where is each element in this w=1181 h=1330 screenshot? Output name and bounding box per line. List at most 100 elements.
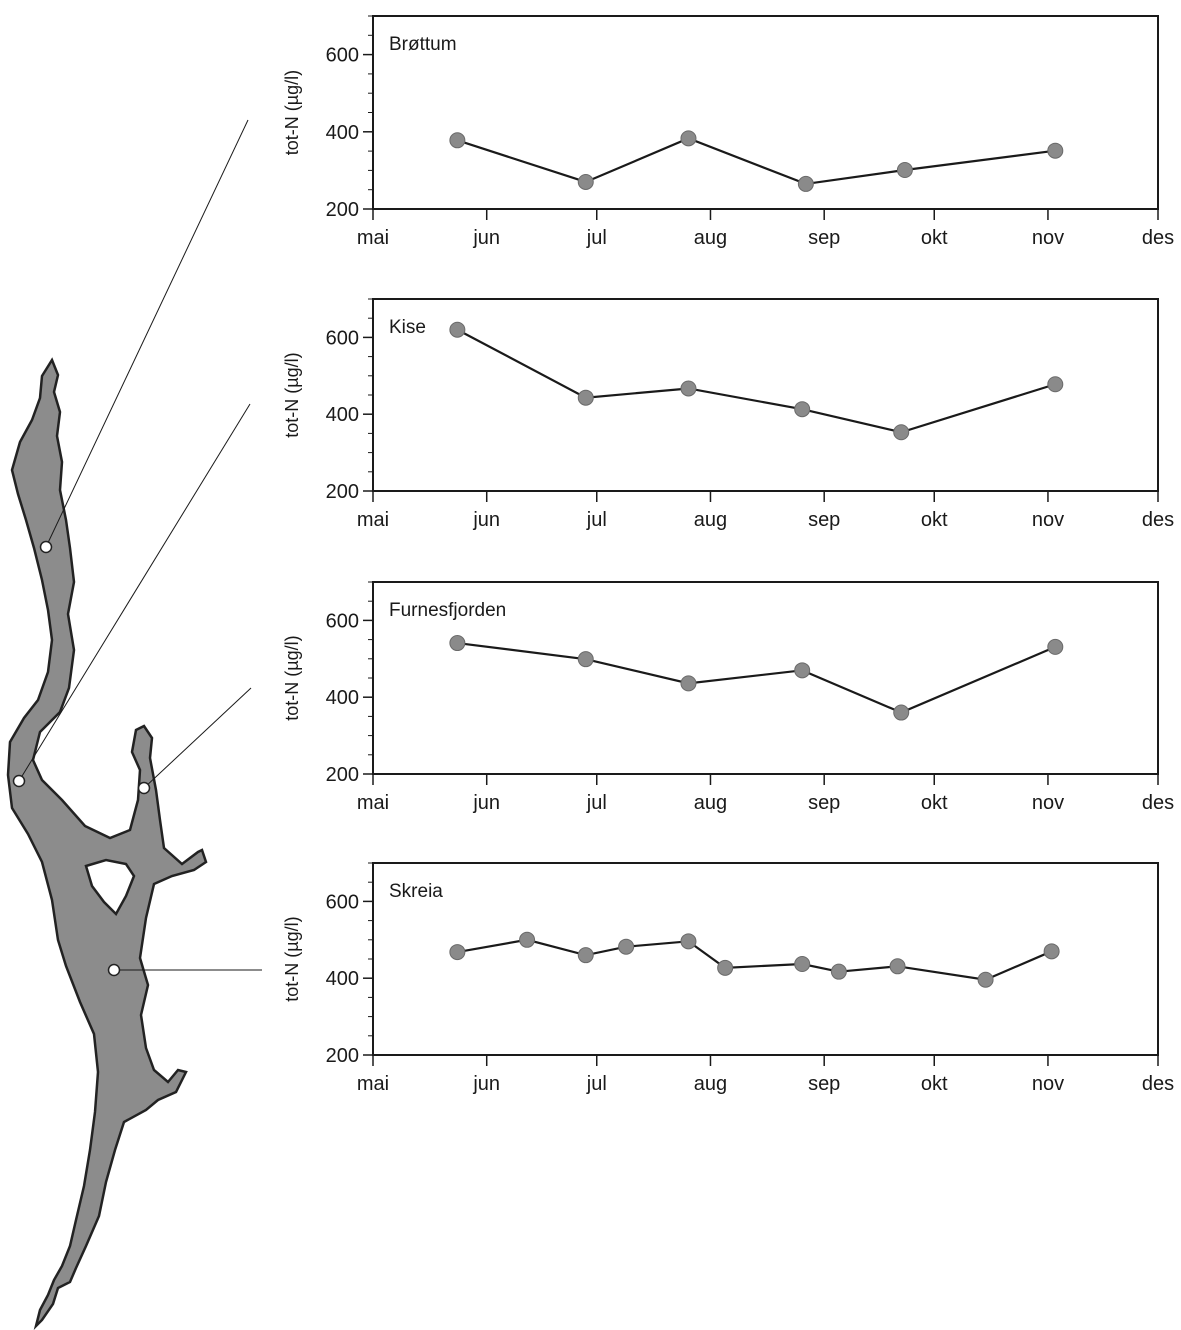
series-line: [457, 938, 1053, 981]
chart-panels: 200 400 600 tot-N (µg/l) mai jun jul aug sep okt n…: [282, 15, 1174, 1095]
x-tick-label: mai: [357, 792, 389, 814]
x-tick-label: okt: [921, 1073, 948, 1095]
data-point: [797, 175, 814, 192]
y-tick-label: 600: [326, 327, 359, 349]
x-tick-label: jul: [586, 792, 607, 814]
data-point: [577, 173, 594, 190]
y-tick-label: 600: [326, 891, 359, 913]
plot-frame: [372, 862, 1159, 1056]
x-tick-label: jul: [586, 1073, 607, 1095]
x-tick-label: sep: [808, 792, 840, 814]
data-point: [577, 651, 594, 668]
y-tick-label: 200: [326, 1045, 359, 1067]
lake-outline: [6, 357, 208, 1330]
x-tick-label: aug: [694, 792, 727, 814]
chart-panel-1: 200 400 600 tot-N (µg/l) mai jun jul aug sep okt n…: [282, 298, 1174, 531]
data-point: [717, 959, 734, 976]
data-point: [1043, 943, 1060, 960]
data-point: [577, 947, 594, 964]
x-tick-label: des: [1142, 509, 1174, 531]
x-tick-label: nov: [1032, 792, 1064, 814]
map-connectors: [18, 119, 262, 971]
y-tick-label: 200: [326, 764, 359, 786]
sampling-site-3: [107, 963, 121, 977]
y-tick-label: 400: [326, 968, 359, 990]
data-point: [893, 704, 910, 721]
data-point: [680, 130, 697, 147]
x-tick-label: des: [1142, 1073, 1174, 1095]
data-point: [794, 955, 811, 972]
data-point: [519, 931, 536, 948]
x-tick-label: des: [1142, 227, 1174, 249]
x-tick-label: jul: [586, 509, 607, 531]
x-tick-label: mai: [357, 509, 389, 531]
x-tick-label: jun: [472, 1073, 500, 1095]
series-line: [457, 137, 1056, 186]
chart-panel-3: 200 400 600 tot-N (µg/l) mai jun jul aug sep okt n…: [282, 862, 1174, 1095]
x-tick-label: sep: [808, 227, 840, 249]
data-point: [1047, 376, 1064, 393]
y-tick-label: 400: [326, 404, 359, 426]
x-tick-label: mai: [357, 227, 389, 249]
data-point: [1047, 142, 1064, 159]
x-tick-label: okt: [921, 227, 948, 249]
data-point: [794, 401, 811, 418]
station-title: Skreia: [389, 881, 443, 902]
sampling-site-2: [137, 781, 151, 795]
x-tick-label: aug: [694, 1073, 727, 1095]
data-point: [449, 635, 466, 652]
station-title: Furnesfjorden: [389, 600, 506, 621]
series-line: [456, 328, 1056, 434]
x-tick-label: nov: [1032, 509, 1064, 531]
sampling-site-1: [12, 774, 26, 788]
x-tick-label: des: [1142, 792, 1174, 814]
data-point: [680, 675, 697, 692]
data-point: [680, 933, 697, 950]
x-tick-label: jun: [472, 509, 500, 531]
y-tick-label: 200: [326, 481, 359, 503]
data-point: [889, 958, 906, 975]
x-tick-label: sep: [808, 1073, 840, 1095]
y-axis-label: tot-N (µg/l): [282, 70, 302, 155]
y-axis-label: tot-N (µg/l): [282, 916, 302, 1001]
data-point: [449, 944, 466, 961]
sampling-sites: [12, 540, 151, 977]
leader-line-0: [45, 119, 249, 548]
chart-panel-0: 200 400 600 tot-N (µg/l) mai jun jul aug sep okt n…: [282, 15, 1174, 249]
y-tick-label: 200: [326, 199, 359, 221]
data-point: [893, 424, 910, 441]
x-tick-label: nov: [1032, 227, 1064, 249]
y-axis-label: tot-N (µg/l): [282, 635, 302, 720]
data-point: [794, 662, 811, 679]
sampling-site-0: [39, 540, 53, 554]
y-tick-label: 600: [326, 45, 359, 67]
data-point: [618, 938, 635, 955]
data-point: [896, 162, 913, 179]
station-title: Brøttum: [389, 34, 457, 55]
x-tick-label: mai: [357, 1073, 389, 1095]
lake-map: [6, 357, 208, 1330]
leader-line-1: [18, 403, 251, 782]
station-title: Kise: [389, 317, 426, 338]
x-tick-label: okt: [921, 509, 948, 531]
x-tick-label: jun: [472, 792, 500, 814]
chart-panel-2: 200 400 600 tot-N (µg/l) mai jun jul aug sep okt n…: [282, 581, 1174, 814]
data-point: [1047, 638, 1064, 655]
series-line: [457, 641, 1056, 714]
plot-frame: [372, 15, 1159, 210]
plot-frame: [372, 298, 1159, 492]
y-tick-label: 600: [326, 610, 359, 632]
data-point: [830, 963, 847, 980]
data-point: [449, 132, 466, 149]
data-point: [449, 321, 466, 338]
lake-island: [84, 858, 136, 917]
x-tick-label: jul: [586, 227, 607, 249]
leader-line-2: [143, 687, 252, 789]
data-point: [680, 380, 697, 397]
x-tick-label: okt: [921, 792, 948, 814]
y-tick-label: 400: [326, 687, 359, 709]
y-axis-label: tot-N (µg/l): [282, 352, 302, 437]
x-tick-label: jun: [472, 227, 500, 249]
data-point: [577, 389, 594, 406]
